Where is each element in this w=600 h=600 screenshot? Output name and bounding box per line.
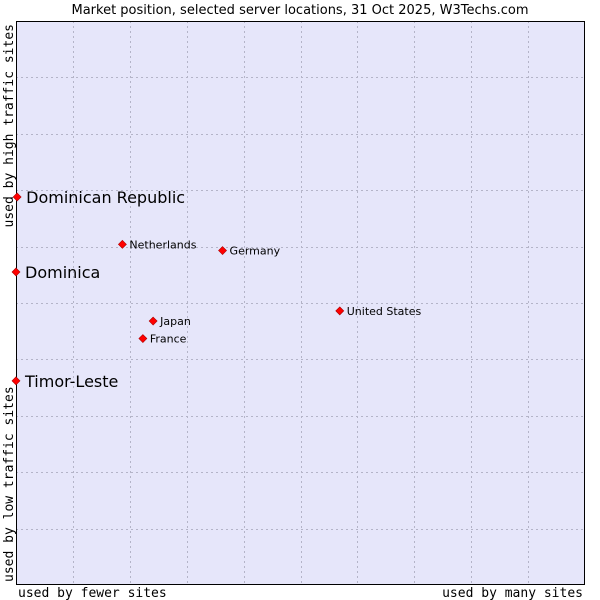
label-japan: Japan: [159, 315, 191, 328]
marker-netherlands: [117, 239, 127, 249]
marker-dominica: [11, 267, 21, 277]
label-timor-leste: Timor-Leste: [24, 372, 118, 391]
marker-timor-leste: [11, 376, 21, 386]
y-axis-label-high: used by high traffic sites: [2, 24, 17, 228]
x-axis-label-high: used by many sites: [442, 586, 583, 600]
marker-united-states: [335, 306, 345, 316]
grid-lines: [16, 21, 585, 585]
label-france: France: [150, 333, 187, 346]
marker-japan: [148, 316, 158, 326]
plot-border: [16, 21, 585, 585]
label-dominica: Dominica: [25, 263, 100, 282]
marker-france: [138, 334, 148, 343]
x-axis-label-low: used by fewer sites: [18, 586, 167, 600]
marker-germany: [218, 246, 227, 255]
label-netherlands: Netherlands: [129, 238, 196, 251]
plot-area: [16, 21, 585, 585]
label-germany: Germany: [230, 245, 281, 258]
data-points: Dominican Republic Dominica Timor-Leste Net…: [11, 188, 422, 391]
label-united-states: United States: [347, 305, 422, 318]
marker-dominican-republic: [12, 192, 22, 202]
y-axis-label-low: used by low traffic sites: [2, 386, 17, 582]
label-dominican-republic: Dominican Republic: [26, 188, 185, 207]
chart-title: Market position, selected server locatio…: [71, 3, 528, 18]
